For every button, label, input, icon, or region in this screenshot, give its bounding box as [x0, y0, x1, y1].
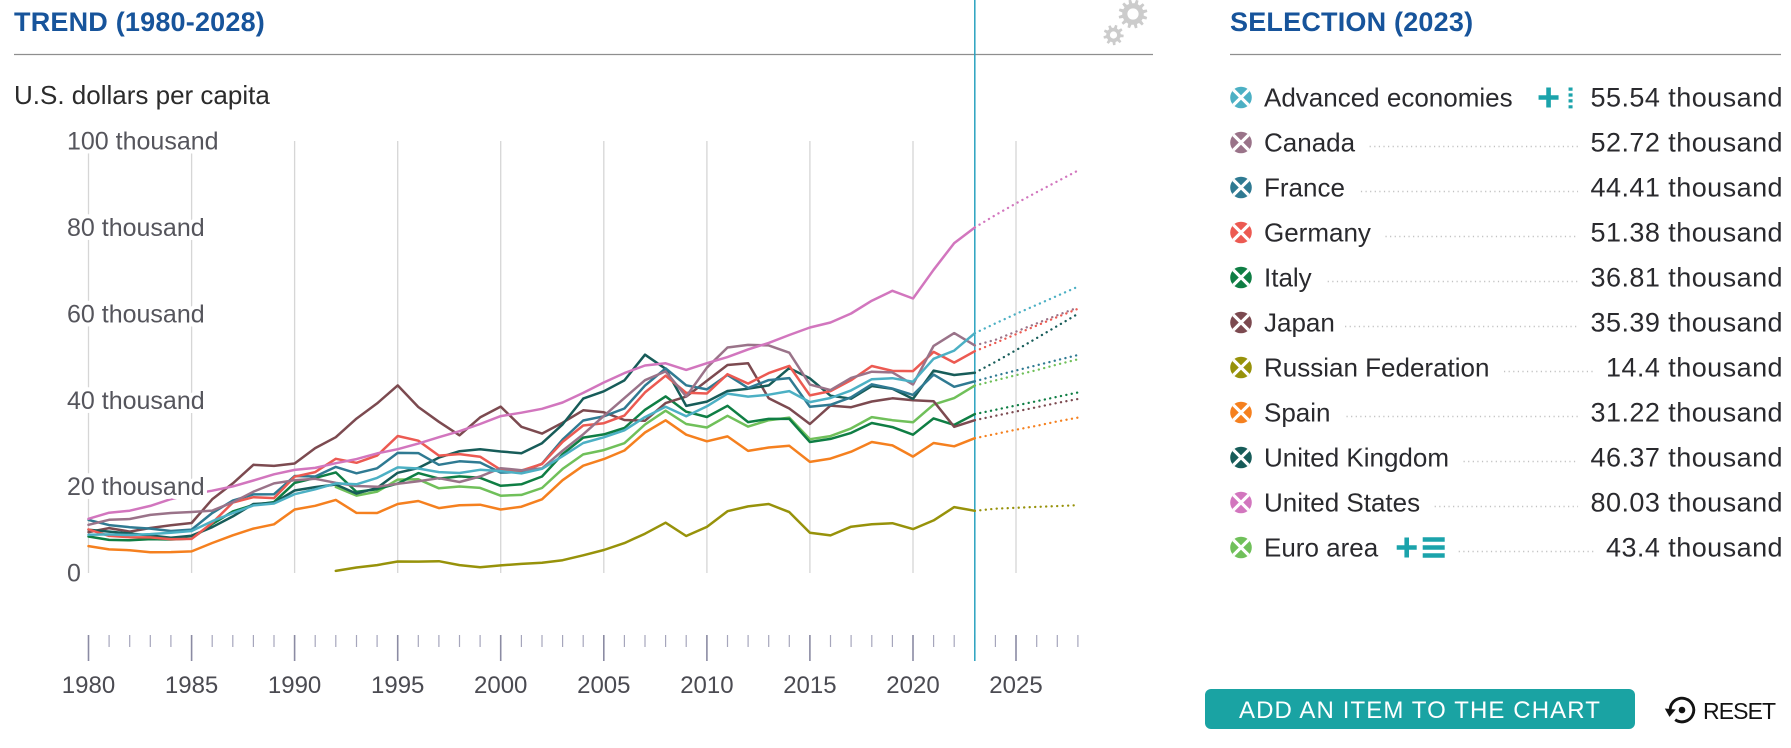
svg-text:U.S. dollars per capita: U.S. dollars per capita: [14, 80, 270, 110]
svg-text:United Kingdom: United Kingdom: [1264, 443, 1449, 473]
svg-text:2025: 2025: [989, 672, 1042, 699]
svg-text:31.22 thousand: 31.22 thousand: [1591, 398, 1783, 428]
svg-text:Japan: Japan: [1264, 308, 1335, 338]
svg-text:14.4 thousand: 14.4 thousand: [1606, 353, 1783, 383]
svg-text:20 thousand: 20 thousand: [67, 473, 205, 501]
svg-text:RESET: RESET: [1703, 698, 1776, 724]
svg-text:2000: 2000: [474, 672, 527, 699]
svg-text:43.4 thousand: 43.4 thousand: [1606, 533, 1783, 563]
svg-text:Russian Federation: Russian Federation: [1264, 353, 1489, 383]
svg-text:Germany: Germany: [1264, 218, 1371, 248]
svg-text:35.39 thousand: 35.39 thousand: [1591, 308, 1783, 338]
svg-text:1985: 1985: [165, 672, 218, 699]
svg-text:80 thousand: 80 thousand: [67, 214, 205, 242]
svg-text:2020: 2020: [886, 672, 939, 699]
svg-text:80.03 thousand: 80.03 thousand: [1591, 488, 1783, 518]
svg-text:55.54 thousand: 55.54 thousand: [1591, 83, 1783, 113]
svg-text:0: 0: [67, 560, 81, 588]
svg-text:SELECTION (2023): SELECTION (2023): [1230, 7, 1473, 37]
svg-text:100 thousand: 100 thousand: [67, 128, 219, 156]
svg-text:United States: United States: [1264, 488, 1420, 518]
svg-text:46.37 thousand: 46.37 thousand: [1591, 443, 1783, 473]
svg-text:1995: 1995: [371, 672, 424, 699]
svg-text:36.81 thousand: 36.81 thousand: [1591, 263, 1783, 293]
svg-text:40 thousand: 40 thousand: [67, 387, 205, 415]
svg-text:51.38 thousand: 51.38 thousand: [1591, 218, 1783, 248]
svg-text:France: France: [1264, 173, 1345, 203]
svg-text:60 thousand: 60 thousand: [67, 300, 205, 328]
svg-text:ADD AN ITEM TO THE CHART: ADD AN ITEM TO THE CHART: [1239, 697, 1601, 724]
svg-text:1980: 1980: [62, 672, 115, 699]
svg-text:52.72 thousand: 52.72 thousand: [1591, 128, 1783, 158]
svg-text:Advanced economies: Advanced economies: [1264, 83, 1513, 113]
svg-text:44.41 thousand: 44.41 thousand: [1591, 173, 1783, 203]
svg-text:2005: 2005: [577, 672, 630, 699]
svg-text:TREND (1980-2028): TREND (1980-2028): [14, 7, 265, 37]
svg-text:Spain: Spain: [1264, 398, 1331, 428]
svg-text:Canada: Canada: [1264, 128, 1356, 158]
svg-text:Euro area: Euro area: [1264, 533, 1379, 563]
svg-text:Italy: Italy: [1264, 263, 1312, 293]
svg-text:1990: 1990: [268, 672, 321, 699]
svg-text:2015: 2015: [783, 672, 836, 699]
svg-text:2010: 2010: [680, 672, 733, 699]
